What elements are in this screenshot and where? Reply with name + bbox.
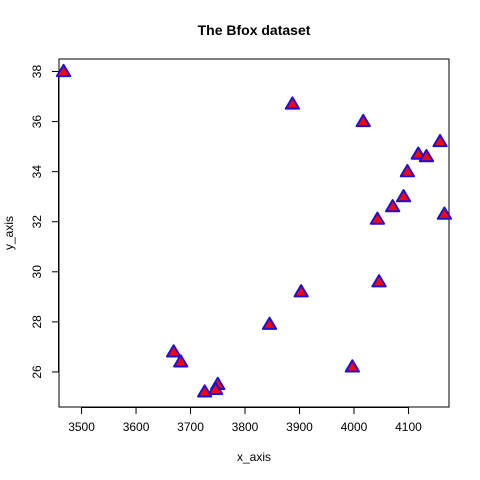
y-tick-label: 36: [30, 115, 44, 129]
data-points: [55, 63, 453, 398]
data-point: [418, 148, 435, 163]
y-axis-label: y_axis: [2, 216, 16, 250]
data-point: [261, 316, 278, 330]
data-point: [371, 274, 387, 288]
data-point: [436, 206, 453, 220]
data-point: [369, 211, 386, 225]
x-tick-label: 3600: [123, 420, 150, 434]
data-point: [355, 113, 371, 128]
data-point: [395, 189, 412, 203]
y-tick-label: 30: [30, 265, 44, 279]
data-point: [432, 133, 448, 148]
data-point: [410, 146, 426, 160]
x-axis: 3500 3600 3700 3800 3900 4000 4100: [68, 407, 422, 434]
data-point: [344, 359, 360, 373]
data-point: [197, 384, 213, 398]
x-tick-label: 3800: [232, 420, 259, 434]
y-tick-label: 28: [30, 315, 44, 329]
y-tick-label: 26: [30, 365, 44, 379]
data-point: [165, 344, 182, 358]
x-tick-label: 3900: [286, 420, 313, 434]
x-tick-label: 4000: [341, 420, 368, 434]
data-point: [385, 199, 401, 213]
x-tick-label: 4100: [395, 420, 422, 434]
x-tick-label: 3500: [68, 420, 95, 434]
y-axis: 26 28 30 32 34 36 38: [30, 65, 59, 379]
chart-title: The Bfox dataset: [198, 22, 311, 38]
plot-frame: [58, 58, 450, 408]
data-point: [173, 354, 189, 368]
y-tick-label: 38: [30, 65, 44, 79]
x-axis-label: x_axis: [237, 450, 271, 464]
y-tick-label: 34: [30, 165, 44, 179]
data-point: [293, 284, 309, 298]
data-point: [399, 164, 416, 178]
data-point: [55, 63, 72, 78]
data-point: [207, 381, 224, 396]
y-tick-label: 32: [30, 215, 44, 229]
x-tick-label: 3700: [177, 420, 204, 434]
data-point: [284, 96, 301, 110]
